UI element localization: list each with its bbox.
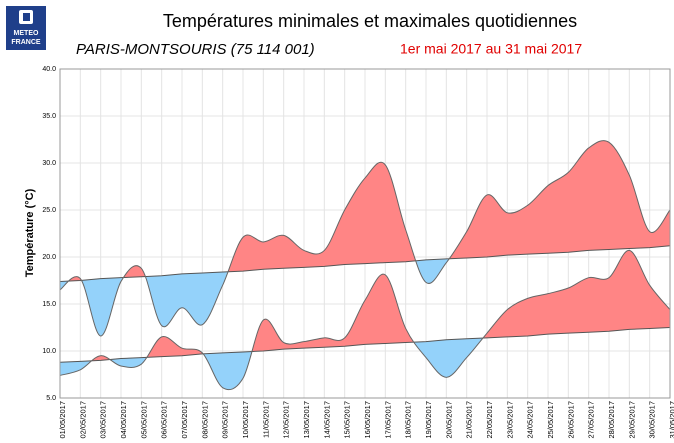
x-tick-label: 22/05/2017 [485, 401, 494, 439]
x-tick-label: 31/05/2017 [668, 401, 674, 439]
x-tick-label: 04/05/2017 [119, 401, 128, 439]
y-tick-label: 25.0 [42, 207, 56, 214]
x-tick-label: 05/05/2017 [139, 401, 148, 439]
y-axis-title: Température (°C) [24, 188, 36, 277]
x-tick-label: 01/05/2017 [58, 401, 67, 439]
x-tick-label: 16/05/2017 [363, 401, 372, 439]
x-tick-label: 07/05/2017 [180, 401, 189, 439]
y-tick-label: 15.0 [42, 301, 56, 308]
y-tick-label: 30.0 [42, 160, 56, 167]
x-tick-label: 25/05/2017 [546, 401, 555, 439]
x-tick-label: 29/05/2017 [627, 401, 636, 439]
x-tick-label: 23/05/2017 [505, 401, 514, 439]
normal-line [59, 327, 671, 363]
x-tick-label: 17/05/2017 [383, 401, 392, 439]
y-tick-label: 40.0 [42, 66, 56, 73]
x-tick-label: 27/05/2017 [587, 401, 596, 439]
logo-text: METEO [14, 30, 39, 37]
x-tick-label: 20/05/2017 [444, 401, 453, 439]
x-tick-label: 28/05/2017 [607, 401, 616, 439]
plot-frame [59, 68, 671, 399]
y-tick-label: 10.0 [42, 348, 56, 355]
temperature-line [59, 140, 671, 337]
temperature-line [59, 249, 671, 391]
x-tick-label: 21/05/2017 [465, 401, 474, 439]
x-tick-label: 15/05/2017 [343, 401, 352, 439]
logo-text: FRANCE [11, 39, 40, 46]
x-tick-label: 14/05/2017 [322, 401, 331, 439]
x-tick-label: 30/05/2017 [648, 401, 657, 439]
subtitle: PARIS-MONTSOURIS (75 114 001) [76, 41, 315, 58]
x-tick-label: 03/05/2017 [99, 401, 108, 439]
above-normal-area [60, 140, 670, 282]
x-tick-label: 18/05/2017 [404, 401, 413, 439]
x-tick-label: 26/05/2017 [566, 401, 575, 439]
x-tick-label: 10/05/2017 [241, 401, 250, 439]
x-tick-label: 13/05/2017 [302, 401, 311, 439]
y-tick-label: 20.0 [42, 254, 56, 261]
normal-line [59, 245, 671, 282]
below-normal-area [60, 245, 670, 336]
x-tick-label: 12/05/2017 [282, 401, 291, 439]
x-tick-label: 24/05/2017 [526, 401, 535, 439]
period: 1er mai 2017 au 31 mai 2017 [400, 41, 582, 57]
x-tick-label: 19/05/2017 [424, 401, 433, 439]
y-tick-label: 5.0 [46, 395, 56, 402]
x-tick-label: 09/05/2017 [221, 401, 230, 439]
x-tick-label: 08/05/2017 [200, 401, 209, 439]
x-tick-label: 11/05/2017 [261, 401, 270, 438]
y-tick-label: 35.0 [42, 113, 56, 120]
x-tick-label: 06/05/2017 [160, 401, 169, 439]
chart-title: Températures minimales et maximales quot… [163, 11, 577, 31]
logo-icon [23, 13, 30, 21]
x-tick-label: 02/05/2017 [78, 401, 87, 439]
below-normal-area [60, 327, 670, 390]
